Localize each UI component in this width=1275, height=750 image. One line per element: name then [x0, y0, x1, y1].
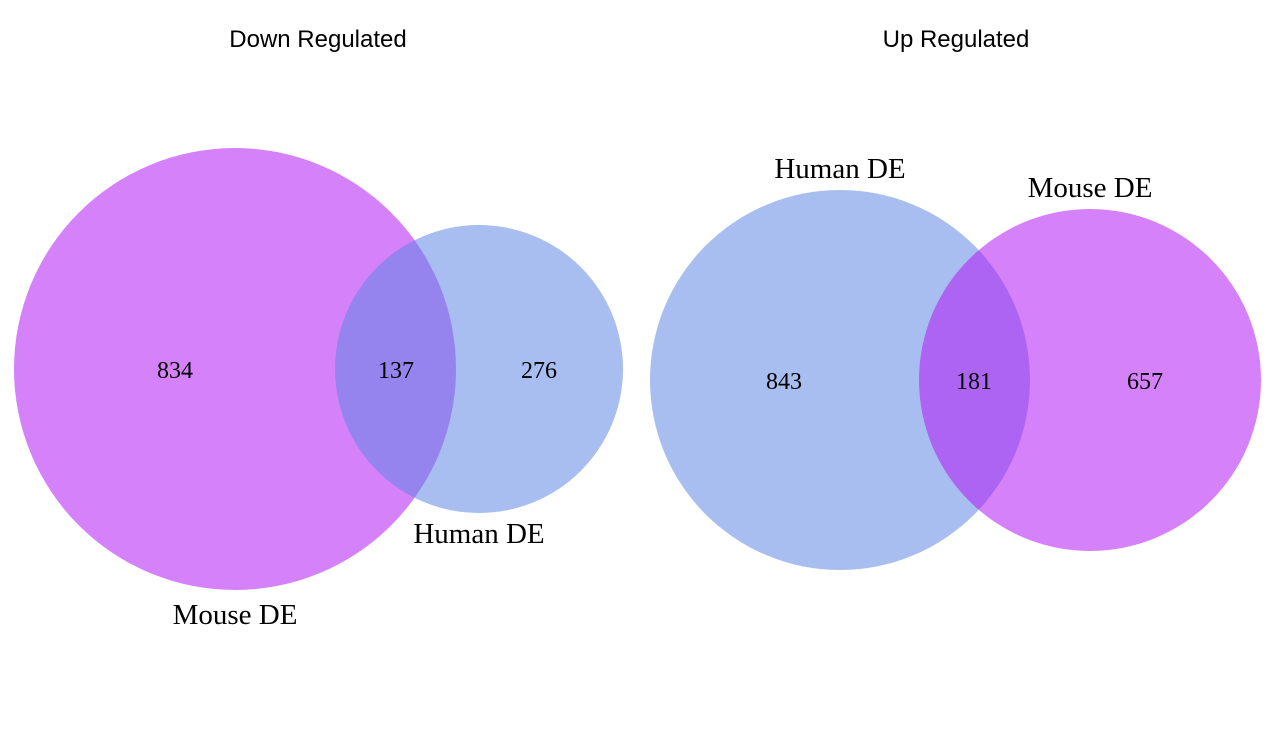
count-mouse-only-up: 657 [1127, 369, 1163, 395]
panel-title-down-regulated: Down Regulated [229, 26, 406, 53]
set-label-mouse-de-up: Mouse DE [1028, 172, 1153, 204]
count-overlap-down: 137 [378, 358, 414, 384]
set-label-human-de-down: Human DE [413, 518, 544, 550]
mouse-de-circle-down [14, 148, 456, 590]
panel-up-regulated: Up Regulated 843 181 657 Human DE Mouse … [650, 26, 1261, 570]
count-human-only-up: 843 [766, 369, 802, 395]
human-de-circle-up [650, 190, 1030, 570]
panel-title-up-regulated: Up Regulated [883, 26, 1030, 53]
count-human-only-down: 276 [521, 358, 557, 384]
panel-down-regulated: Down Regulated 834 137 276 Mouse DE Huma… [14, 26, 623, 631]
count-mouse-only-down: 834 [157, 358, 193, 384]
set-label-human-de-up: Human DE [774, 153, 905, 185]
mouse-de-circle-up [919, 209, 1261, 551]
count-overlap-up: 181 [956, 369, 992, 395]
human-de-circle-down [335, 225, 623, 513]
set-label-mouse-de-down: Mouse DE [173, 599, 298, 631]
